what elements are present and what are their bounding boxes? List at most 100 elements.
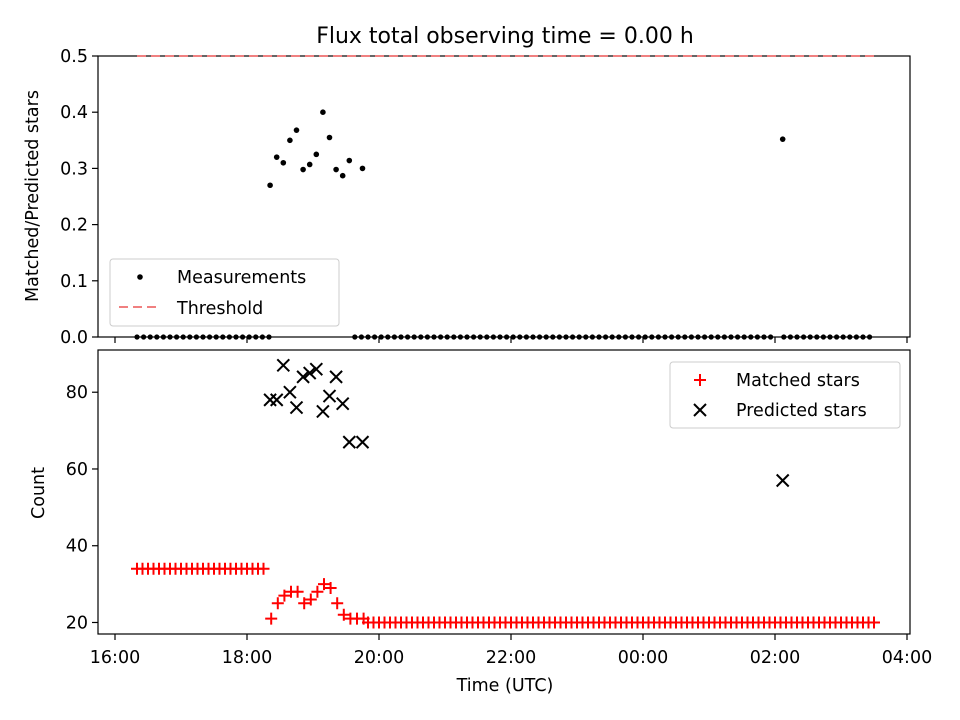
predicted-star-point — [309, 362, 324, 376]
top-y-tick-label: 0.0 — [60, 328, 88, 348]
measurement-point — [794, 334, 800, 340]
bottom-plot-frame — [97, 349, 911, 635]
measurement-point — [787, 334, 794, 340]
matched-star-point — [278, 589, 291, 602]
predicted-star-point — [269, 393, 284, 407]
measurement-point — [444, 334, 450, 340]
measurement-point — [147, 334, 153, 340]
measurement-point — [240, 334, 246, 340]
measurement-point — [860, 334, 866, 340]
measurement-point — [675, 334, 681, 340]
measurement-point — [622, 334, 629, 340]
measurement-point — [293, 127, 300, 133]
measurement-point — [306, 161, 313, 168]
measurement-point — [280, 159, 287, 166]
x-axis-label: Time (UTC) — [456, 676, 554, 696]
x-tick-label: 02:00 — [750, 648, 800, 668]
measurement-point — [180, 334, 186, 340]
bottom-y-tick-label: 80 — [66, 383, 88, 403]
measurement-point — [556, 334, 563, 340]
measurement-point — [405, 334, 411, 340]
x-tick-label: 18:00 — [222, 648, 272, 668]
measurement-point — [550, 334, 556, 340]
top-legend: Measurements Threshold — [109, 258, 340, 327]
measurement-point — [358, 334, 364, 340]
measurement-point — [167, 334, 173, 340]
matched-star-point — [304, 593, 317, 606]
measurement-point — [385, 334, 391, 340]
measurement-point — [504, 334, 510, 340]
measurement-point — [200, 334, 206, 340]
measurement-point — [246, 334, 252, 340]
measurement-point — [834, 334, 840, 340]
matched-star-point — [271, 597, 284, 610]
measurement-point — [616, 334, 622, 340]
legend-predicted-label: Predicted stars — [736, 401, 867, 421]
measurement-point — [266, 334, 272, 340]
matched-star-point — [357, 612, 370, 625]
predicted-star-point — [322, 389, 337, 403]
measurement-point — [563, 334, 569, 340]
measurement-point — [827, 334, 833, 340]
measurement-point — [715, 334, 721, 340]
measurement-point — [669, 334, 675, 340]
matched-star-point — [324, 581, 337, 594]
measurement-point — [411, 334, 417, 340]
measurement-point — [313, 151, 320, 158]
measurement-point — [576, 334, 582, 340]
measurement-point — [609, 334, 615, 340]
bottom-panel: Count — [29, 349, 911, 635]
measurement-point — [490, 334, 496, 340]
x-tick-label: 04:00 — [882, 648, 932, 668]
measurement-point — [187, 334, 193, 340]
measurement-point — [662, 334, 668, 340]
measurement-point — [451, 334, 457, 340]
measurement-point — [339, 172, 346, 179]
measurement-point — [853, 334, 860, 340]
measurement-point — [346, 157, 353, 164]
top-y-tick-label: 0.5 — [60, 47, 88, 67]
predicted-star-point — [289, 400, 304, 415]
predicted-star-point — [335, 397, 350, 411]
measurement-point — [273, 154, 280, 160]
predicted-star-point — [302, 366, 317, 380]
measurement-point — [253, 334, 259, 340]
measurement-point — [471, 334, 477, 340]
measurement-point — [748, 334, 754, 340]
measurement-point — [636, 334, 642, 340]
measurement-point — [642, 334, 648, 340]
top-y-tick-label: 0.1 — [60, 272, 88, 292]
chart-title: Flux total observing time = 0.00 h — [316, 24, 694, 49]
legend-matched-marker — [694, 374, 706, 386]
measurement-point — [583, 334, 589, 340]
x-tick-label: 20:00 — [354, 648, 404, 668]
measurement-point — [682, 334, 688, 340]
measurement-point — [688, 334, 695, 340]
predicted-star-point — [296, 370, 310, 384]
measurement-point — [134, 334, 140, 340]
measurement-point — [741, 334, 747, 340]
measurement-point — [398, 334, 404, 340]
matched-star-point — [311, 585, 324, 598]
matched-star-point — [298, 597, 311, 610]
measurement-point — [259, 334, 265, 340]
measurement-point — [820, 334, 827, 340]
legend-threshold-label: Threshold — [176, 299, 263, 319]
measurement-point — [477, 334, 483, 340]
measurement-point — [438, 334, 444, 340]
measurement-point — [537, 334, 543, 340]
measurement-point — [378, 334, 384, 340]
measurement-point — [220, 334, 226, 340]
legend-predicted-marker — [693, 403, 707, 417]
measurement-point — [523, 334, 530, 340]
matched-star-point — [337, 608, 350, 621]
measurement-point — [570, 334, 576, 340]
measurement-point — [141, 334, 147, 340]
matched-star-point — [257, 562, 270, 575]
measurement-point — [530, 334, 536, 340]
measurement-point — [300, 166, 306, 173]
matched-star-point — [265, 612, 278, 625]
predicted-star-point — [355, 435, 370, 449]
measurement-point — [807, 334, 813, 340]
measurement-point — [484, 334, 490, 340]
